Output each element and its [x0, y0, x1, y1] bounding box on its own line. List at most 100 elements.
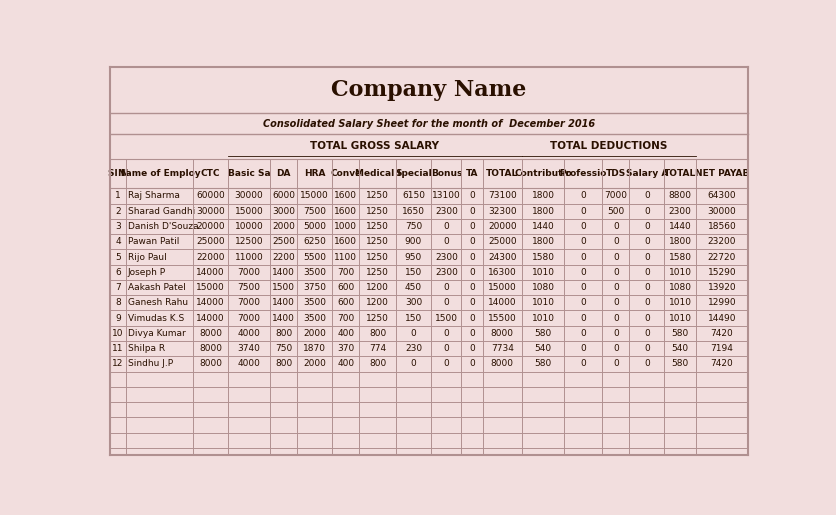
Text: 0: 0 — [410, 359, 415, 368]
Text: 0: 0 — [643, 314, 649, 322]
Text: 1250: 1250 — [365, 252, 389, 262]
Text: Contributio: Contributio — [513, 169, 571, 178]
Text: 5000: 5000 — [303, 222, 326, 231]
Text: 0: 0 — [579, 237, 585, 246]
Text: 14000: 14000 — [196, 268, 224, 277]
Text: 0: 0 — [469, 283, 474, 292]
Text: 0: 0 — [469, 329, 474, 338]
Text: 1580: 1580 — [531, 252, 554, 262]
Text: 0: 0 — [579, 314, 585, 322]
Text: 15000: 15000 — [300, 192, 329, 200]
Text: 7: 7 — [115, 283, 121, 292]
Text: 14000: 14000 — [196, 314, 224, 322]
Text: 3500: 3500 — [303, 314, 326, 322]
Text: 3740: 3740 — [237, 344, 260, 353]
Text: 0: 0 — [643, 344, 649, 353]
Text: 0: 0 — [579, 222, 585, 231]
Text: 1: 1 — [115, 192, 121, 200]
Text: 2300: 2300 — [435, 207, 457, 216]
Text: 0: 0 — [579, 283, 585, 292]
Text: 1440: 1440 — [668, 222, 691, 231]
Text: 0: 0 — [469, 252, 474, 262]
Text: 1080: 1080 — [668, 283, 691, 292]
Text: 15000: 15000 — [487, 283, 516, 292]
Text: 1200: 1200 — [365, 298, 389, 307]
Text: 7000: 7000 — [237, 314, 260, 322]
Text: 12990: 12990 — [707, 298, 736, 307]
Text: 2500: 2500 — [272, 237, 295, 246]
Text: 800: 800 — [369, 329, 385, 338]
Text: 0: 0 — [469, 192, 474, 200]
Text: 13100: 13100 — [431, 192, 460, 200]
Text: 0: 0 — [469, 298, 474, 307]
Text: 2000: 2000 — [303, 329, 326, 338]
Text: 2000: 2000 — [272, 222, 295, 231]
Text: 800: 800 — [275, 359, 292, 368]
Text: Ganesh Rahu: Ganesh Rahu — [128, 298, 187, 307]
Text: 950: 950 — [405, 252, 421, 262]
Text: 540: 540 — [534, 344, 551, 353]
Text: 0: 0 — [579, 192, 585, 200]
Text: 0: 0 — [469, 222, 474, 231]
Text: 0: 0 — [612, 222, 618, 231]
Text: TOTAL GROSS SALARY: TOTAL GROSS SALARY — [310, 141, 439, 151]
Text: 600: 600 — [337, 283, 354, 292]
Text: 7734: 7734 — [490, 344, 513, 353]
Text: Consolidated Salary Sheet for the month of  December 2016: Consolidated Salary Sheet for the month … — [263, 118, 594, 129]
Text: 0: 0 — [612, 298, 618, 307]
Text: 0: 0 — [443, 237, 449, 246]
Text: 30000: 30000 — [234, 192, 263, 200]
Text: 580: 580 — [534, 359, 551, 368]
Text: 0: 0 — [579, 298, 585, 307]
Text: 750: 750 — [405, 222, 421, 231]
Text: 0: 0 — [612, 329, 618, 338]
Text: 1600: 1600 — [334, 237, 357, 246]
Text: 15500: 15500 — [487, 314, 516, 322]
Text: 25000: 25000 — [196, 237, 224, 246]
Text: 25000: 25000 — [487, 237, 516, 246]
Text: 11: 11 — [112, 344, 124, 353]
Text: 22000: 22000 — [196, 252, 224, 262]
Text: 0: 0 — [410, 329, 415, 338]
Text: 1250: 1250 — [365, 237, 389, 246]
Text: TOTAL: TOTAL — [663, 169, 696, 178]
Text: 0: 0 — [612, 268, 618, 277]
Text: Shilpa R: Shilpa R — [128, 344, 165, 353]
Text: 1000: 1000 — [334, 222, 357, 231]
Text: 2000: 2000 — [303, 359, 326, 368]
Text: 1500: 1500 — [435, 314, 457, 322]
Text: Name of Employ: Name of Employ — [118, 169, 201, 178]
Text: 8000: 8000 — [199, 344, 222, 353]
Text: 1250: 1250 — [365, 314, 389, 322]
Text: 150: 150 — [405, 268, 421, 277]
Text: 14000: 14000 — [196, 298, 224, 307]
Text: 1440: 1440 — [531, 222, 554, 231]
Text: 8800: 8800 — [668, 192, 691, 200]
Text: 30000: 30000 — [706, 207, 736, 216]
Text: 10000: 10000 — [234, 222, 263, 231]
Text: Salary A: Salary A — [624, 169, 667, 178]
Text: CTC: CTC — [201, 169, 220, 178]
Text: 1600: 1600 — [334, 207, 357, 216]
Text: 540: 540 — [670, 344, 688, 353]
Text: TDS: TDS — [605, 169, 625, 178]
Text: 8000: 8000 — [490, 329, 513, 338]
Text: 0: 0 — [469, 359, 474, 368]
Text: 1800: 1800 — [531, 237, 554, 246]
Text: 1250: 1250 — [365, 207, 389, 216]
Text: 1010: 1010 — [531, 314, 554, 322]
Text: 1800: 1800 — [668, 237, 691, 246]
Text: 774: 774 — [369, 344, 385, 353]
Text: 0: 0 — [612, 237, 618, 246]
Text: 5500: 5500 — [303, 252, 326, 262]
Text: 0: 0 — [443, 344, 449, 353]
Text: TOTAL DEDUCTIONS: TOTAL DEDUCTIONS — [549, 141, 667, 151]
Text: 8000: 8000 — [490, 359, 513, 368]
Text: 13920: 13920 — [707, 283, 736, 292]
Text: 3: 3 — [115, 222, 121, 231]
Text: 1010: 1010 — [531, 298, 554, 307]
Text: 12: 12 — [112, 359, 124, 368]
Text: 0: 0 — [579, 359, 585, 368]
Text: 1650: 1650 — [401, 207, 425, 216]
Text: 2300: 2300 — [668, 207, 691, 216]
